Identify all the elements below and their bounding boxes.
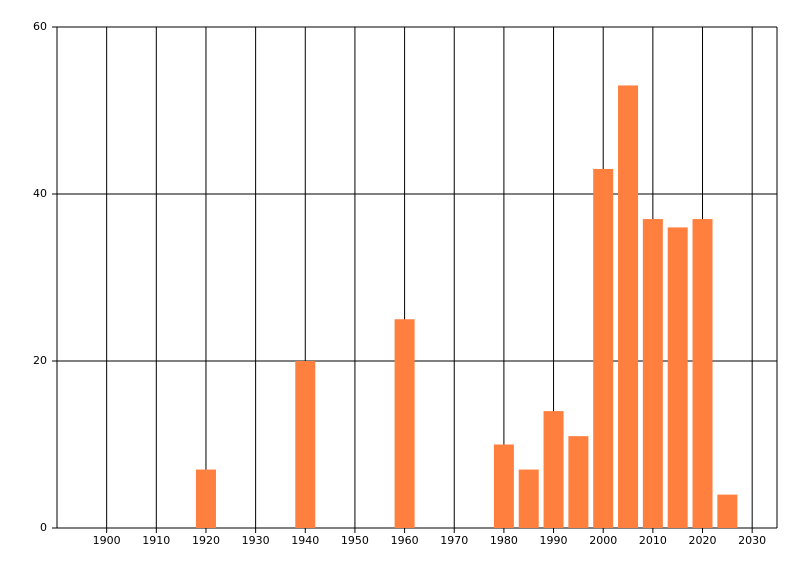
bar — [667, 227, 688, 528]
y-tick-label: 40 — [33, 187, 47, 200]
x-tick-label: 1960 — [391, 534, 419, 547]
bar — [195, 469, 216, 528]
x-tick-label: 1920 — [192, 534, 220, 547]
bar — [593, 168, 614, 528]
y-tick-label: 0 — [40, 521, 47, 534]
x-tick-label: 1940 — [291, 534, 319, 547]
x-tick-label: 1930 — [242, 534, 270, 547]
bar — [518, 469, 539, 528]
x-tick-label: 1980 — [490, 534, 518, 547]
x-tick-label: 2030 — [738, 534, 766, 547]
y-tick-label: 60 — [33, 20, 47, 33]
x-tick-label: 2010 — [639, 534, 667, 547]
bar — [493, 444, 514, 528]
bar — [717, 494, 738, 528]
bar — [618, 85, 639, 528]
x-tick-label: 2000 — [589, 534, 617, 547]
x-tick-label: 1950 — [341, 534, 369, 547]
x-tick-label: 1970 — [440, 534, 468, 547]
bar — [295, 361, 316, 528]
y-tick-label: 20 — [33, 354, 47, 367]
bar — [394, 319, 415, 528]
bar — [642, 219, 663, 529]
x-tick-label: 1990 — [540, 534, 568, 547]
bar — [568, 436, 589, 528]
x-tick-label: 2020 — [689, 534, 717, 547]
bar — [543, 411, 564, 528]
x-tick-label: 1900 — [93, 534, 121, 547]
bar — [692, 219, 713, 529]
x-tick-label: 1910 — [142, 534, 170, 547]
